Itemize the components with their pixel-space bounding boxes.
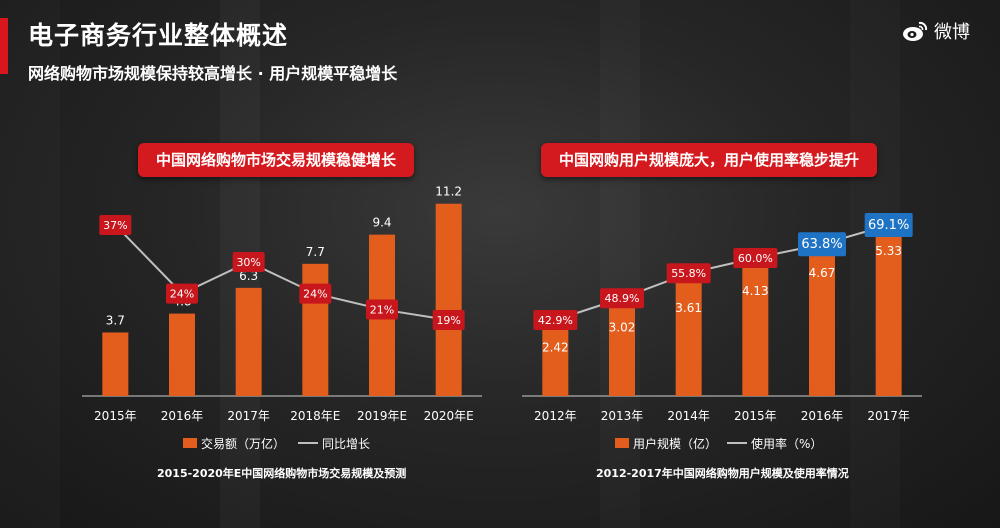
chart1-line-label-1: 48.9% — [605, 292, 640, 305]
weibo-logo: 微博 — [902, 18, 970, 44]
chart0-line-series — [114, 224, 449, 321]
left-chart-caption: 2015-2020年E中国网络购物市场交易规模及预测 — [157, 467, 407, 480]
chart1-legend-line-label: 使用率（%） — [751, 436, 822, 451]
chart0-legend-line-label: 同比增长 — [322, 437, 370, 451]
chart0-bar-label-0: 3.7 — [106, 313, 125, 327]
chart0-bar-label-2: 6.3 — [239, 269, 258, 283]
chart1-line-label-5: 69.1% — [868, 218, 909, 233]
title-accent-bar — [0, 18, 8, 74]
chart0-bar-1 — [169, 313, 195, 396]
chart1-category-label-0: 2012年 — [534, 409, 577, 423]
page-subtitle: 网络购物市场规模保持较高增长 · 用户规模平稳增长 — [28, 64, 398, 83]
chart1-bar-1 — [609, 295, 635, 396]
chart1-line-label-4: 63.8% — [801, 237, 842, 252]
chart1-line-label-box-1 — [600, 288, 644, 309]
chart1-bar-4 — [809, 240, 835, 396]
chart0-line-label-3: 24% — [303, 288, 327, 301]
page-title: 电子商务行业整体概述 — [28, 21, 289, 50]
chart1-legend-bar-swatch — [615, 438, 629, 448]
chart1-bar-3 — [742, 258, 769, 396]
chart1-category-label-1: 2013年 — [601, 409, 644, 423]
chart1-line-label-box-0 — [533, 310, 578, 330]
chart0-line-label-box-2 — [232, 251, 265, 272]
chart1-legend-bar-label: 用户规模（亿） — [633, 436, 717, 451]
chart0-line-label-box-1 — [166, 283, 198, 304]
chart0-category-label-5: 2020年E — [424, 409, 474, 423]
chart0-category-label-0: 2015年 — [94, 409, 137, 423]
chart1-bar-label-4: 4.67 — [809, 266, 836, 280]
chart0-legend-bar-swatch — [183, 438, 197, 448]
chart1-line-label-box-5 — [864, 213, 913, 237]
chart1-bar-label-0: 2.42 — [542, 341, 569, 355]
chart0-category-label-1: 2016年 — [161, 409, 204, 423]
chart1-category-label-3: 2015年 — [734, 409, 777, 423]
chart1-bar-label-3: 4.13 — [742, 284, 769, 298]
chart1-bar-label-1: 3.02 — [609, 321, 636, 335]
chart1-line-label-box-4 — [798, 232, 846, 257]
chart1-line-label-3: 60.0% — [738, 252, 773, 265]
chart0-bar-label-3: 7.7 — [306, 245, 325, 259]
right-chart-title: 中国网购用户规模庞大，用户使用率稳步提升 — [541, 143, 878, 177]
chart0-line-label-2: 30% — [236, 256, 260, 269]
chart0-legend-bar-label: 交易额（万亿） — [201, 436, 285, 451]
chart0-line-label-box-0 — [99, 215, 132, 235]
right-chart-caption: 2012-2017年中国网络购物用户规模及使用率情况 — [596, 467, 849, 480]
chart1-category-label-4: 2016年 — [801, 409, 844, 423]
chart0-line-label-5: 19% — [436, 314, 460, 327]
chart1-bar-label-5: 5.33 — [875, 244, 902, 258]
left-chart-title: 中国网络购物市场交易规模稳健增长 — [138, 143, 415, 177]
chart0-bar-label-4: 9.4 — [372, 216, 391, 230]
chart0-bar-2 — [235, 287, 262, 396]
chart0-category-label-2: 2017年 — [227, 409, 270, 423]
chart1-category-label-2: 2014年 — [667, 409, 710, 423]
chart0-line-label-box-5 — [432, 310, 465, 330]
chart0-bar-5 — [435, 203, 462, 396]
chart1-bar-5 — [875, 218, 902, 396]
chart1-line-label-0: 42.9% — [538, 314, 573, 327]
chart1-bar-2 — [675, 276, 702, 396]
chart1-bar-label-2: 3.61 — [675, 301, 702, 315]
chart1-category-label-5: 2017年 — [867, 409, 910, 423]
weibo-icon — [903, 21, 928, 41]
chart1-line-label-box-3 — [733, 247, 778, 268]
chart0-line-label-0: 37% — [103, 219, 127, 232]
chart0-bar-0 — [102, 332, 129, 396]
weibo-logo-text: 微博 — [934, 22, 970, 43]
chart0-line-label-box-4 — [366, 299, 398, 320]
chart0-line-label-4: 21% — [370, 303, 394, 316]
chart0-category-label-4: 2019年E — [357, 409, 407, 423]
chart0-line-label-box-3 — [299, 283, 332, 304]
chart1-line-label-box-2 — [666, 263, 711, 284]
chart0-category-label-3: 2018年E — [290, 409, 340, 423]
chart0-bar-label-5: 11.2 — [435, 185, 462, 199]
chart0-line-label-1: 24% — [170, 288, 194, 301]
chart1-line-label-2: 55.8% — [671, 267, 706, 280]
